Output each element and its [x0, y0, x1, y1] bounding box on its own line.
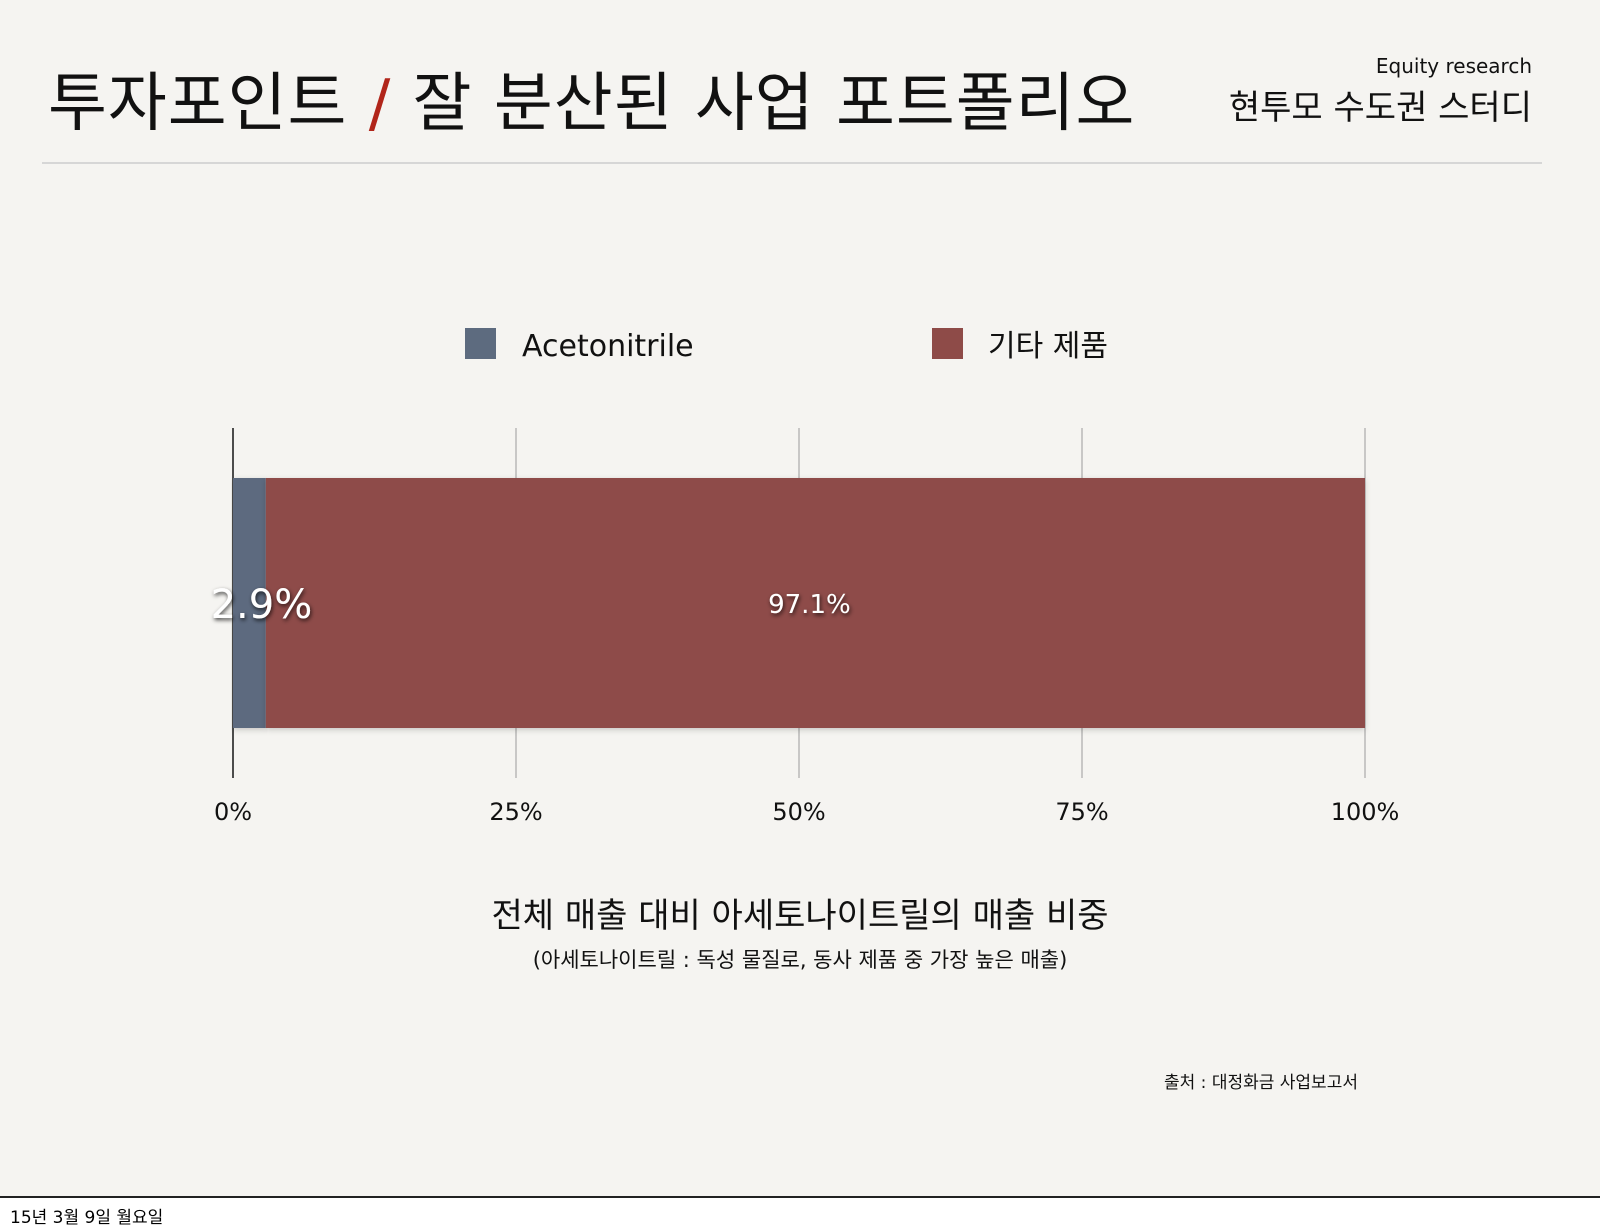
- data-label-acetonitrile: 2.9%: [211, 582, 313, 628]
- legend-label-1: Acetonitrile: [522, 329, 694, 364]
- title-separator: /: [368, 67, 392, 141]
- brand-english: Equity research: [1375, 54, 1532, 78]
- stacked-bar-chart: 2.9% 97.1% 0% 25% 50% 75% 100% Acetonitrile 기타 제…: [211, 328, 1400, 826]
- bar-segment-2: [265, 478, 1365, 728]
- chart-caption: 전체 매출 대비 아세토나이트릴의 매출 비중: [491, 896, 1109, 936]
- x-tick-label: 75%: [1055, 798, 1108, 826]
- title-sub: 잘 분산된 사업 포트폴리오: [412, 67, 1136, 141]
- legend-label-2: 기타 제품: [988, 329, 1108, 364]
- x-tick-label: 100%: [1331, 798, 1400, 826]
- x-tick-label: 25%: [489, 798, 542, 826]
- header-divider: [42, 162, 1542, 164]
- bar-segment-1: [233, 478, 266, 728]
- brand-korean: 현투모 수도권 스터디: [1228, 88, 1532, 128]
- source-note: 출처 : 대정화금 사업보고서: [1164, 1073, 1358, 1093]
- data-label-other-products: 97.1%: [768, 590, 851, 620]
- slide-title: 투자포인트 / 잘 분산된 사업 포트폴리오: [48, 52, 1135, 144]
- legend-swatch-1: [465, 328, 496, 359]
- x-tick-label: 0%: [214, 798, 252, 826]
- legend-swatch-2: [932, 328, 963, 359]
- x-tick-label: 50%: [772, 798, 825, 826]
- chart-caption-note: (아세토나이트릴 : 독성 물질로, 동사 제품 중 가장 높은 매출): [532, 948, 1068, 972]
- footer-date: 15년 3월 9일 월요일: [10, 1208, 164, 1228]
- title-main: 투자포인트: [48, 67, 348, 141]
- slide: 투자포인트 / 잘 분산된 사업 포트폴리오 Equity research 현…: [0, 0, 1600, 1198]
